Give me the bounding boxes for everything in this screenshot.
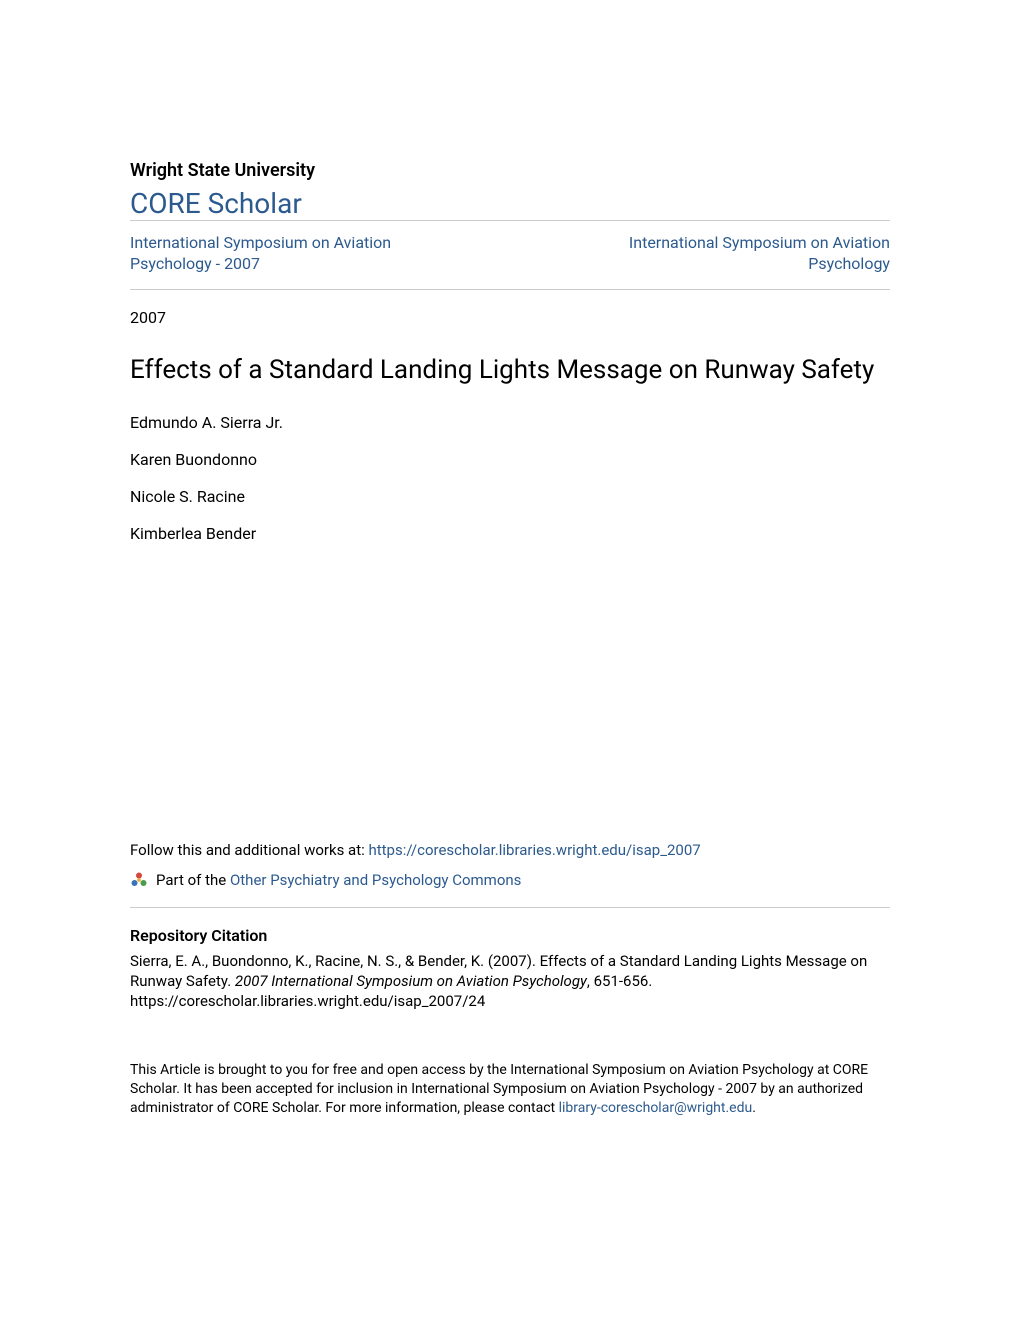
- follow-works-line: Follow this and additional works at: htt…: [130, 841, 890, 859]
- footer-text: This Article is brought to you for free …: [130, 1061, 890, 1118]
- collection-link-left[interactable]: International Symposium on Aviation Psyc…: [130, 233, 450, 275]
- commons-network-icon: [130, 871, 148, 889]
- commons-link[interactable]: Other Psychiatry and Psychology Commons: [230, 871, 521, 889]
- header-links-row: International Symposium on Aviation Psyc…: [130, 221, 890, 289]
- citation-url: https://corescholar.libraries.wright.edu…: [130, 992, 485, 1010]
- institution-name: Wright State University: [130, 160, 890, 181]
- citation-text: Sierra, E. A., Buondonno, K., Racine, N.…: [130, 951, 890, 1012]
- paper-title: Effects of a Standard Landing Lights Mes…: [130, 355, 890, 385]
- commons-prefix: Part of the: [156, 871, 230, 889]
- footer-body: This Article is brought to you for free …: [130, 1062, 868, 1116]
- contact-email-link[interactable]: library-corescholar@wright.edu: [559, 1100, 753, 1116]
- author-name: Kimberlea Bender: [130, 524, 890, 543]
- citation-journal: 2007 International Symposium on Aviation…: [235, 972, 587, 990]
- divider: [130, 907, 890, 908]
- repository-link[interactable]: CORE Scholar: [130, 187, 302, 220]
- author-name: Edmundo A. Sierra Jr.: [130, 413, 890, 432]
- author-name: Nicole S. Racine: [130, 487, 890, 506]
- collection-link-right[interactable]: International Symposium on Aviation Psyc…: [570, 233, 890, 275]
- author-name: Karen Buondonno: [130, 450, 890, 469]
- follow-prefix: Follow this and additional works at:: [130, 841, 368, 859]
- follow-url-link[interactable]: https://corescholar.libraries.wright.edu…: [368, 841, 700, 859]
- commons-line: Part of the Other Psychiatry and Psychol…: [130, 871, 890, 889]
- spacer: [130, 561, 890, 841]
- citation-heading: Repository Citation: [130, 926, 890, 945]
- divider: [130, 289, 890, 290]
- commons-text-wrap: Part of the Other Psychiatry and Psychol…: [156, 871, 521, 889]
- citation-part2: , 651-656.: [587, 972, 652, 990]
- publication-year: 2007: [130, 308, 890, 327]
- footer-suffix: .: [752, 1100, 756, 1116]
